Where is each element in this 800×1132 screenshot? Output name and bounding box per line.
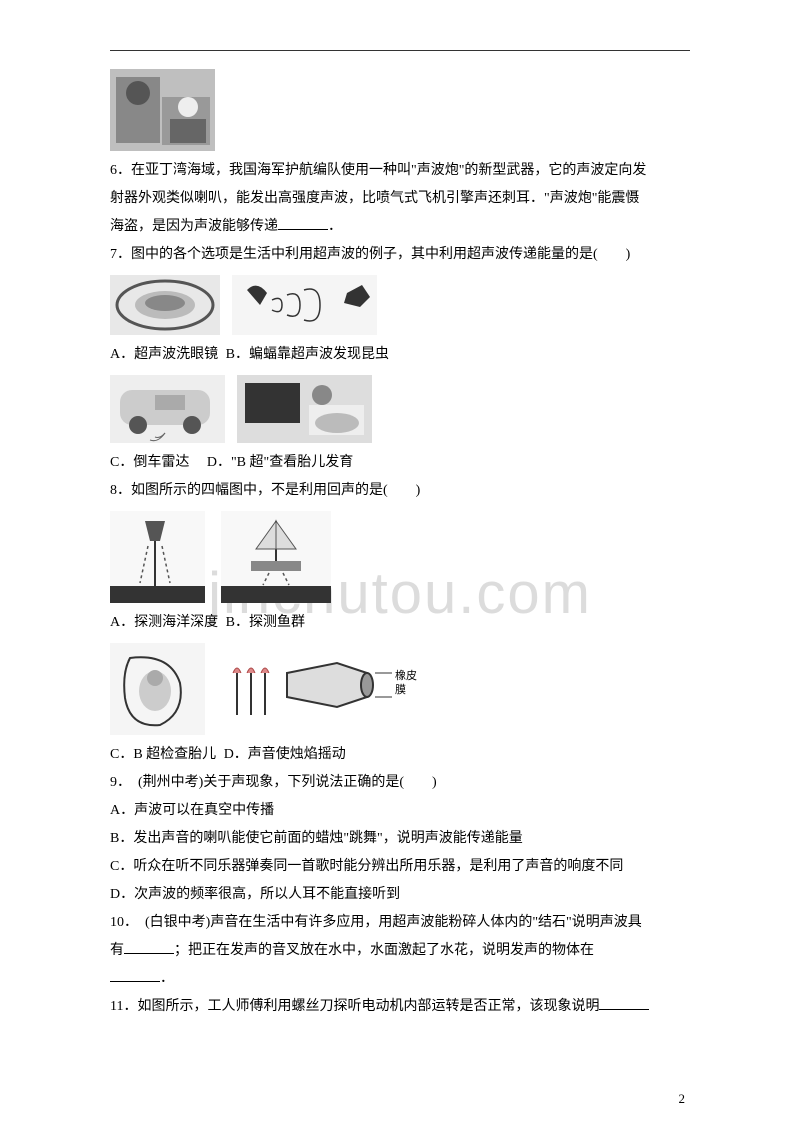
svg-text:橡皮: 橡皮 — [395, 669, 417, 682]
q8-text: 8．如图所示的四幅图中，不是利用回声的是( ) — [110, 477, 690, 505]
q8-row2: 橡皮 膜 — [110, 643, 690, 735]
q8-img-c — [110, 643, 205, 735]
worker-image — [110, 69, 215, 151]
q7-img-a — [110, 275, 220, 335]
q7-optD: D．"B 超"查看胎儿发育 — [207, 455, 353, 470]
q8-optC: C．B 超检查胎儿 — [110, 747, 216, 762]
q10-l2a: 有 — [110, 943, 124, 958]
q7-optC: C．倒车雷达 — [110, 455, 203, 470]
q8-img-d: 橡皮 膜 — [227, 643, 427, 725]
document-page: 6．在亚丁湾海域，我国海军护航编队使用一种叫"声波炮"的新型武器，它的声波定向发… — [0, 0, 800, 1061]
q8-optB: B．探测鱼群 — [226, 615, 305, 630]
q10-blank1 — [124, 940, 174, 954]
q7-opts-ab: A．超声波洗眼镜 B．蝙蝠靠超声波发现昆虫 — [110, 341, 690, 369]
svg-text:膜: 膜 — [395, 683, 406, 696]
q6-line3-text: 海盗，是因为声波能够传递 — [110, 219, 278, 234]
q6-image-row — [110, 69, 690, 151]
q8-img-a — [110, 511, 205, 603]
q6-line3: 海盗，是因为声波能够传递 ． — [110, 213, 690, 241]
q7-row2 — [110, 375, 690, 443]
q6-line2: 射器外观类似喇叭，能发出高强度声波，比喷气式飞机引擎声还刺耳．"声波炮"能震慑 — [110, 185, 690, 213]
q11-text: 11．如图所示，工人师傅利用螺丝刀探听电动机内部运转是否正常，该现象说明 — [110, 993, 690, 1021]
q9-optD: D．次声波的频率很高，所以人耳不能直接听到 — [110, 881, 690, 909]
q8-optA: A．探测海洋深度 — [110, 615, 218, 630]
q8-opts-ab: A．探测海洋深度 B．探测鱼群 — [110, 609, 690, 637]
q8-img-b — [221, 511, 331, 603]
q9-optA: A．声波可以在真空中传播 — [110, 797, 690, 825]
q7-optA: A．超声波洗眼镜 — [110, 347, 218, 362]
q11-txt: 11．如图所示，工人师傅利用螺丝刀探听电动机内部运转是否正常，该现象说明 — [110, 999, 599, 1014]
q10-line2: 有 ；把正在发声的音叉放在水中，水面激起了水花，说明发声的物体在 — [110, 937, 690, 965]
q8-opts-cd: C．B 超检查胎儿 D．声音使烛焰摇动 — [110, 741, 690, 769]
q10-line3: ． — [110, 965, 690, 993]
page-number: 2 — [679, 1091, 686, 1107]
q8-row1 — [110, 511, 690, 603]
q6-line1: 6．在亚丁湾海域，我国海军护航编队使用一种叫"声波炮"的新型武器，它的声波定向发 — [110, 157, 690, 185]
q7-text: 7．图中的各个选项是生活中利用超声波的例子，其中利用超声波传递能量的是( ) — [110, 241, 690, 269]
q9-text: 9． (荆州中考)关于声现象，下列说法正确的是( ) — [110, 769, 690, 797]
q7-row1 — [110, 275, 690, 335]
q7-img-c — [110, 375, 225, 443]
q10-l2b: ；把正在发声的音叉放在水中，水面激起了水花，说明发声的物体在 — [174, 943, 594, 958]
q6-period: ． — [328, 219, 342, 234]
q9-optC: C．听众在听不同乐器弹奏同一首歌时能分辨出所用乐器，是利用了声音的响度不同 — [110, 853, 690, 881]
q8-optD: D．声音使烛焰摇动 — [224, 747, 346, 762]
q7-opts-cd: C．倒车雷达 D．"B 超"查看胎儿发育 — [110, 449, 690, 477]
q10-line1: 10． (白银中考)声音在生活中有许多应用，用超声波能粉碎人体内的"结石"说明声… — [110, 909, 690, 937]
q10-l3: ． — [160, 971, 174, 986]
q7-img-b — [232, 275, 377, 335]
q10-blank2 — [110, 968, 160, 982]
q7-optB: B．蝙蝠靠超声波发现昆虫 — [226, 347, 389, 362]
top-rule — [110, 50, 690, 51]
q11-blank — [599, 996, 649, 1010]
q9-optB: B．发出声音的喇叭能使它前面的蜡烛"跳舞"，说明声波能传递能量 — [110, 825, 690, 853]
q6-blank — [278, 216, 328, 230]
q7-img-d — [237, 375, 372, 443]
